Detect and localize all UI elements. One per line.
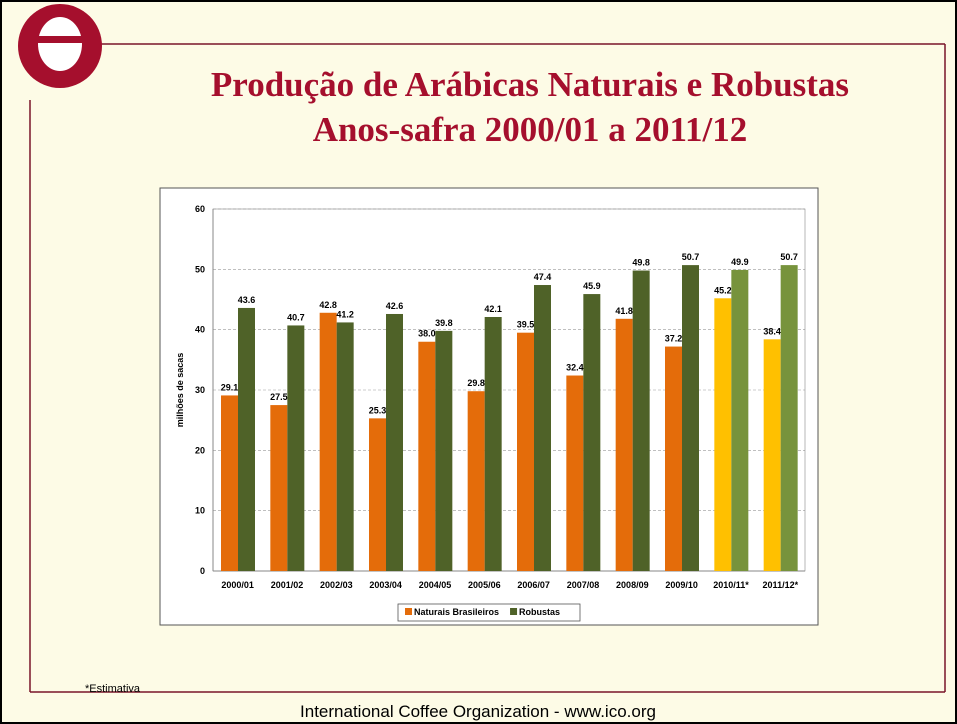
data-label: 38.4 (763, 326, 781, 336)
x-tick-label: 2003/04 (369, 580, 402, 590)
x-tick-label: 2005/06 (468, 580, 501, 590)
x-tick-label: 2002/03 (320, 580, 353, 590)
data-label: 41.2 (336, 309, 354, 319)
title: Anos-safra 2000/01 a 2011/12 (313, 110, 748, 149)
frame (29, 43, 946, 693)
bar (566, 375, 584, 571)
bar (763, 339, 781, 571)
bar (238, 307, 255, 571)
data-label: 25.3 (369, 405, 387, 415)
data-label: 29.1 (221, 382, 239, 392)
data-label: 50.7 (682, 252, 700, 262)
y-tick-label: 60 (195, 204, 205, 214)
bar (731, 269, 749, 571)
bar (780, 265, 798, 571)
x-tick-label: 2004/05 (419, 580, 452, 590)
data-label: 39.5 (517, 320, 535, 330)
legend-swatch (405, 608, 412, 615)
bar (583, 294, 601, 571)
bar (270, 405, 288, 571)
data-label: 49.9 (731, 257, 749, 267)
data-label: 49.8 (632, 258, 650, 268)
data-label: 42.6 (386, 301, 404, 311)
x-tick-label: 2000/01 (221, 580, 254, 590)
bar (714, 298, 732, 571)
x-tick-label: 2011/12* (763, 580, 799, 590)
data-label: 42.1 (484, 304, 502, 314)
data-label: 27.5 (270, 392, 288, 402)
bar (534, 285, 551, 571)
bar (615, 318, 633, 571)
x-tick-label: 2006/07 (517, 580, 550, 590)
plot-border (212, 208, 806, 572)
y-tick-label: 30 (195, 385, 205, 395)
y-tick-label: 20 (195, 445, 205, 455)
legend-box (397, 603, 581, 622)
x-tick-label: 2009/10 (665, 580, 698, 590)
x-tick-label: 2001/02 (271, 580, 304, 590)
bar (517, 332, 534, 571)
footnote: *Estimativa (85, 683, 141, 695)
bar (221, 395, 238, 571)
data-label: 37.2 (665, 334, 683, 344)
y-tick-label: 10 (195, 506, 205, 516)
data-label: 47.4 (534, 272, 552, 282)
logo (18, 4, 102, 88)
x-tick-label: 2010/11* (713, 580, 749, 590)
data-label: 42.8 (319, 300, 337, 310)
title: Produção de Arábicas Naturais e Robustas (211, 65, 849, 104)
legend-label: Robustas (519, 607, 560, 617)
y-tick-label: 40 (195, 325, 205, 335)
legend-label: Naturais Brasileiros (414, 607, 499, 617)
data-label: 50.7 (780, 252, 798, 262)
data-label: 45.9 (583, 281, 601, 291)
bar (682, 265, 699, 571)
data-label: 41.8 (615, 306, 633, 316)
bar (369, 418, 386, 571)
data-label: 39.8 (435, 318, 453, 328)
y-tick-label: 50 (195, 264, 205, 274)
footer: International Coffee Organization - www.… (300, 702, 656, 721)
bar (319, 312, 337, 571)
bar (435, 330, 453, 571)
data-label: 40.7 (287, 312, 305, 322)
y-tick-label: 0 (200, 566, 205, 576)
bar (467, 391, 485, 571)
bar (287, 325, 305, 571)
x-tick-label: 2007/08 (567, 580, 600, 590)
bar (632, 270, 650, 571)
bar (418, 341, 436, 571)
data-label: 32.4 (566, 363, 584, 373)
y-axis-label: milhões de sacas (175, 353, 185, 428)
data-label: 29.8 (467, 378, 485, 388)
data-label: 38.0 (418, 329, 436, 339)
bar (484, 316, 502, 571)
x-tick-label: 2008/09 (616, 580, 649, 590)
data-label: 43.6 (238, 295, 256, 305)
legend-swatch (510, 608, 518, 615)
bar (386, 313, 403, 571)
data-label: 45.2 (714, 285, 732, 295)
bar (665, 346, 682, 571)
bar (336, 322, 354, 571)
